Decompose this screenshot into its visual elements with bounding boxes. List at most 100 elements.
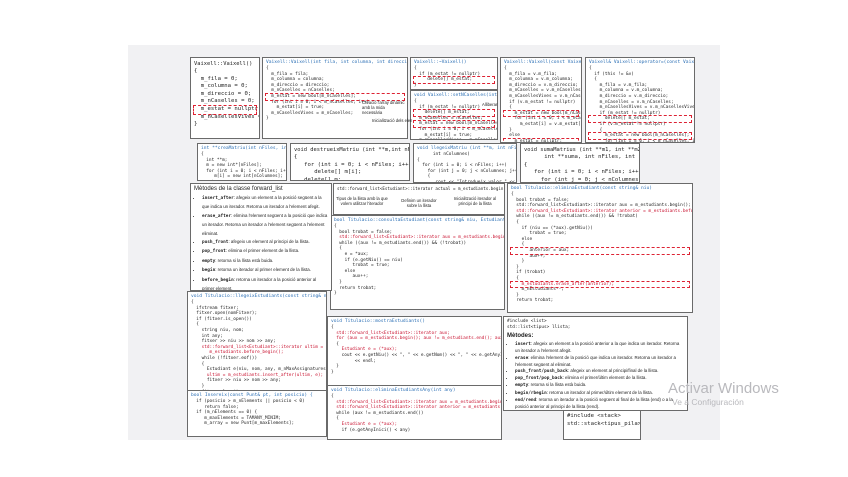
code-line: { [504,105,512,111]
method-name: pop_front [202,249,226,255]
assignment-operator-panel: Vaixell& Vaixell::operator=(const Vaixel… [585,57,695,143]
code-line: if (posicio > m_nElements || posicio < 0… [191,399,305,404]
consulta-estudiant-panel: bool Titulacio::consultaEstudiant(const … [330,215,505,310]
code-line: for (int i = 0; i < m_nCaselles; i++) [419,126,497,132]
code-line: } [191,383,205,389]
method-item: push_front: afegeix un element al princi… [202,238,328,247]
code-line: fitxer.open(nomFitxer); [191,311,258,317]
list-methods-panel: #include <list> std::list<tipus> llista;… [503,316,688,411]
code-signature: Vaixell::Vaixell() [194,61,253,67]
code-line: m_estat = new bool[m_nCaselles]; [588,132,692,140]
method-description: : afegeix un element a la posició anteri… [515,341,680,354]
code-line: << endl; [331,358,376,364]
code-line: delete[] m_estat; [413,109,495,117]
code-line: m_direccio = v.m_direccio; [589,93,669,99]
method-name: empty [202,258,216,264]
method-name: insert [515,342,531,348]
code-signature: Vaixell::Vaixell(int fila, int columna, … [266,60,408,65]
method-description: : afegeix un element al principi/final d… [567,368,659,373]
method-item: before_begin: retorna un iterador a la p… [202,276,328,290]
method-item: pop_front: elimina el primer element de … [202,247,328,256]
mostra-estudiants-panel: void Titulacio::mostraEstudiants(){ std:… [327,316,502,386]
code-line: m_columna = 0; [194,83,248,90]
code-line: } [334,279,342,285]
code-line: } [504,127,512,133]
code-line: m_direccio = 0; [194,90,252,97]
method-item: empty: retorna si la llista està buida. [515,382,684,389]
note-iterator-define: Definim un iterador sobre la llista [401,198,437,208]
method-name: end/rend [515,397,537,403]
code-line: ultim = m_estudiants.insert_after(ultim,… [191,372,324,378]
code-line: else [334,268,356,274]
code-line: { [511,242,525,248]
code-line: m_fila = 0; [194,75,238,82]
code-line: for (int j = 0; j < nColumnes; j++) [540,176,640,183]
method-item: push_front/push_back: afegeix un element… [515,368,684,375]
code-line: std::forward_list<Estudiant>::iterator a… [511,203,691,209]
code-line: m_nCasellesVives = v.m_nCasellesVives; [509,93,582,99]
code-line: } [194,121,198,128]
code-line: m_nCasellesVives = m_nCaselles; [266,110,354,116]
code-line: aux++; [334,274,369,280]
code-line: else [511,236,533,242]
method-name: begin [202,268,216,274]
code-line: { [331,325,334,330]
code-line: m_nCasellesVives = m_nCaselles; [414,138,497,139]
code-line: if (fitxer.is_open()) [191,316,252,322]
code-line: for (int i = 0; i < nFiles; i++) [294,161,410,168]
code-signature: bool Titulacio::consultaEstudiant(const … [334,218,505,223]
method-description: : retorna un iterador al primer element … [215,267,311,273]
code-line: { [589,77,597,83]
code-line: { [294,154,298,160]
code-line: } [331,364,339,370]
code-line: return false; [191,404,239,410]
code-line: m_nCaselles = 0; [194,98,255,105]
iterator-declaration-panel: std::forward_list<Estudiant>::iterator a… [333,183,505,215]
code-line: m_nEstudiants--; [511,287,564,293]
code-line: if (m_estat != nullptr) [589,110,661,116]
param-constructor-panel: Vaixell::Vaixell(int fila, int columna, … [262,57,408,139]
llegeix-matriu-panel: void llegeixMatriu (int **m, int nFiles,… [413,143,517,183]
code-line: m_nCasellesVives = 0; [200,113,259,120]
watermark-line2: Ve a Configuración [672,397,744,407]
watermark-line1: Activar Windows [668,380,779,397]
code-line: { [201,152,204,157]
code-line: m_fila = fila; [266,71,309,77]
code-line: anterior = aux; [510,247,690,255]
code-line: Estudiant e(niu, nom, any, m_nMaxAssigna… [191,367,327,373]
code-line: { [191,322,199,328]
code-line: { [414,99,417,104]
note-array-creation: Creació l'array dinàmic amb la mida nece… [362,100,405,115]
code-signature: void Vaixell::setNCaselles(int nCaselles… [414,93,497,98]
code-line: for (int i = 0; i < nFiles; i++) [417,163,507,169]
method-name: insert_after [202,196,234,201]
code-line: for (int i = 0; i < m_nCaselles; i++) [514,116,582,122]
method-description: : elimina l'element següent a la posició… [202,212,328,236]
code-line: } [511,259,525,265]
list-methods: insert: afegeix un element a la posició … [507,341,684,410]
code-line: { [589,127,603,133]
code-line: while ((aux != m_estudiants.end()) && !t… [511,214,638,220]
code-line: m_estat = nullptr; [503,137,579,142]
code-line: m[i] = new int[nColumnes]; [201,174,283,180]
code-line: if (m_nElements == 0) { [191,410,258,416]
code-line: { [417,157,420,163]
destrueix-matriu-panel: void destrueixMatriu (int **m,int nFiles… [290,143,410,181]
code-line: m_estat[i] = v.m_estat[i]; [504,121,582,127]
code-line: m_nCaselles = nCaselles; [414,115,483,121]
code-line: m_estat[i] = true; [414,132,473,138]
code-line: if (v.m_estat != nullptr) [504,99,576,105]
code-line: m_columna = v.m_columna; [589,88,664,94]
copy-constructor-panel: Vaixell::Vaixell(const Vaixell& v){ m_fi… [500,57,582,143]
code-line: m_nCaselles = nCaselles; [266,88,335,94]
method-name: erase [515,355,529,361]
note-iterator-type: Tipus de la llista amb la que volem util… [336,196,388,206]
code-line: { [511,192,514,197]
code-line: m_fila = v.m_fila; [589,82,648,88]
method-description: : elimina el primer/últim element de la … [562,375,647,381]
elimina-estudiant-panel: bool Titulacio::eliminaEstudiant(const s… [507,183,693,313]
code-line: m_estudiants.before_begin(); [191,350,284,356]
method-description: : retorna si la llista està buida. [528,382,587,388]
code-line: } [266,116,269,122]
